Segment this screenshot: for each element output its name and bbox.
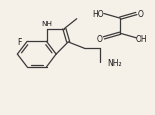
Text: OH: OH: [135, 34, 147, 43]
Text: HO: HO: [93, 9, 104, 18]
Text: O: O: [96, 34, 102, 43]
Text: NH₂: NH₂: [107, 58, 122, 67]
Text: NH: NH: [41, 21, 52, 27]
Text: F: F: [17, 37, 21, 46]
Text: O: O: [138, 9, 144, 18]
